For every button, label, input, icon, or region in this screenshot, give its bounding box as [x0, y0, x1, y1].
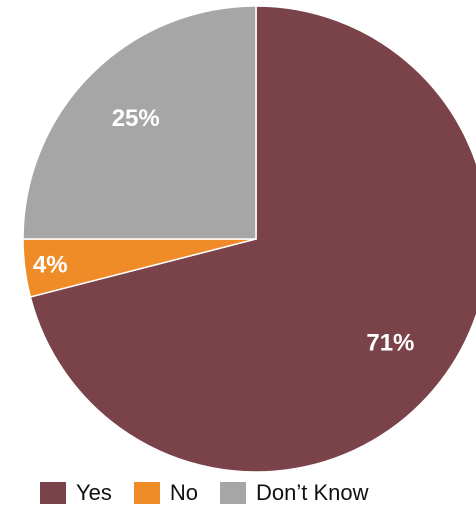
legend-label-yes: Yes: [76, 480, 112, 505]
legend-swatch-dont-know: [220, 482, 247, 504]
legend-item-no: No: [133, 480, 199, 506]
slice-labels: 71% 4% 25%: [33, 105, 414, 357]
slice-label-no: 4%: [33, 251, 68, 278]
pie-slice-don-t-know: [22, 5, 257, 240]
legend: Yes No Don’t Know: [40, 480, 391, 506]
pie-slices: [22, 5, 476, 473]
legend-label-no: No: [169, 480, 199, 505]
slice-label-yes: 71%: [366, 330, 414, 357]
legend-swatch-no: [133, 482, 160, 504]
slice-label-don-t-know: 25%: [112, 105, 160, 132]
legend-item-yes: Yes: [40, 480, 112, 506]
legend-swatch-yes: [40, 482, 66, 504]
legend-item-dont-know: Don’t Know: [220, 480, 369, 506]
pie-slice-yes: [29, 5, 476, 473]
legend-label-dont-know: Don’t Know: [256, 480, 369, 505]
